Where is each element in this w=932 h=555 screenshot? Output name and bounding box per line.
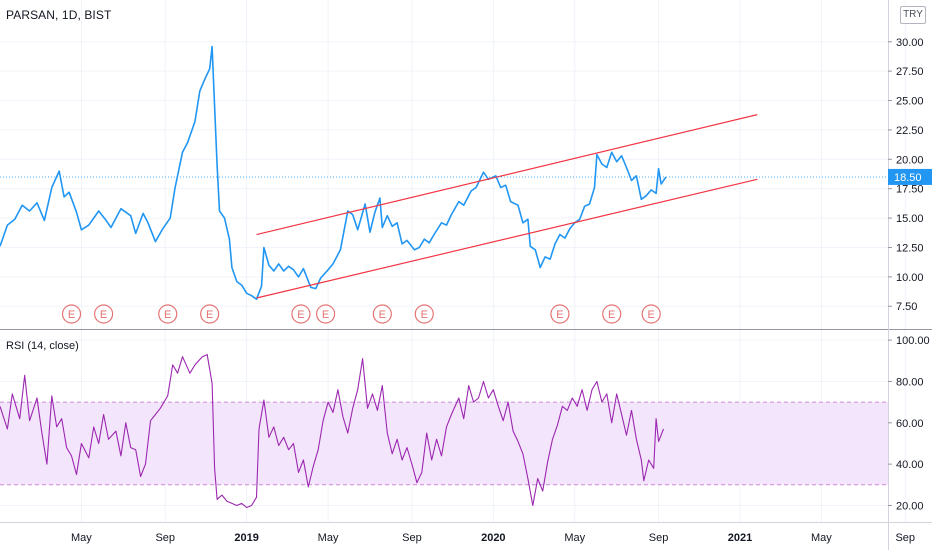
- time-axis-label[interactable]: Sep: [895, 532, 915, 544]
- price-axis-label[interactable]: 17.50: [896, 184, 924, 196]
- rsi-axis-label[interactable]: 80.00: [896, 376, 924, 388]
- time-axis-label[interactable]: Sep: [649, 532, 669, 544]
- channel-upper-line[interactable]: [256, 114, 758, 236]
- price-axis-label[interactable]: 25.00: [896, 96, 924, 108]
- earnings-marker-circle[interactable]: [602, 304, 622, 324]
- rsi-axis-label[interactable]: 60.00: [896, 418, 924, 430]
- earnings-marker-label: E: [608, 309, 615, 321]
- time-axis[interactable]: May Sep 2019 May Sep 2020 May Sep 2021 May Sep: [71, 532, 915, 544]
- earnings-marker[interactable]: E: [158, 304, 178, 324]
- rsi-indicator-title: RSI (14, close): [6, 340, 79, 352]
- earnings-marker-label: E: [100, 309, 107, 321]
- earnings-marker-label: E: [379, 309, 386, 321]
- earnings-marker-circle[interactable]: [158, 304, 178, 324]
- symbol-title: PARSAN, 1D, BIST: [6, 8, 112, 22]
- time-axis-label[interactable]: May: [564, 532, 585, 544]
- time-axis-label[interactable]: May: [811, 532, 832, 544]
- earnings-marker-circle[interactable]: [291, 304, 311, 324]
- earnings-marker[interactable]: E: [602, 304, 622, 324]
- price-series: [0, 45, 667, 301]
- earnings-marker[interactable]: E: [550, 304, 570, 324]
- rsi-axis-label[interactable]: 20.00: [896, 500, 924, 512]
- rsi-axis-label[interactable]: 40.00: [896, 459, 924, 471]
- time-axis-label[interactable]: 2020: [481, 532, 505, 544]
- time-axis-label[interactable]: May: [318, 532, 339, 544]
- price-axis-label[interactable]: 15.00: [896, 213, 924, 225]
- earnings-marker-label: E: [421, 309, 428, 321]
- earnings-marker[interactable]: E: [200, 304, 220, 324]
- price-axis-label[interactable]: 12.50: [896, 242, 924, 254]
- price-axis-label[interactable]: 27.50: [896, 66, 924, 78]
- earnings-marker-circle[interactable]: [61, 304, 82, 324]
- channel-lines[interactable]: [256, 114, 758, 299]
- rsi-line: [0, 354, 665, 509]
- rsi-axis[interactable]: 20.00 40.00 60.00 80.00 100.00: [888, 335, 930, 512]
- earnings-marker-label: E: [206, 309, 213, 321]
- earnings-marker[interactable]: E: [414, 304, 434, 324]
- earnings-marker-circle[interactable]: [641, 304, 661, 324]
- last-price-marker: 18.50: [0, 168, 932, 185]
- currency-button[interactable]: TRY: [900, 6, 926, 24]
- time-axis-label[interactable]: 2019: [234, 532, 258, 544]
- time-axis-label[interactable]: Sep: [402, 532, 422, 544]
- earnings-marker-label: E: [164, 309, 171, 321]
- channel-lower-line[interactable]: [256, 178, 758, 299]
- earnings-marker[interactable]: E: [641, 304, 661, 324]
- last-price-box: [888, 168, 932, 185]
- earnings-marker[interactable]: E: [372, 304, 392, 324]
- earnings-marker[interactable]: E: [93, 304, 114, 324]
- price-axis[interactable]: 7.50 10.00 12.50 15.00 17.50 20.00 22.50 25.00 2…: [888, 37, 924, 313]
- earnings-marker-circle[interactable]: [414, 304, 434, 324]
- earnings-marker-circle[interactable]: [93, 304, 114, 324]
- time-axis-label[interactable]: May: [71, 532, 92, 544]
- earnings-marker-label: E: [556, 309, 563, 321]
- earnings-marker-circle[interactable]: [372, 304, 392, 324]
- rsi-series: [0, 354, 665, 509]
- time-axis-label[interactable]: Sep: [155, 532, 175, 544]
- price-axis-label[interactable]: 30.00: [896, 37, 924, 49]
- earnings-marker-label: E: [297, 309, 304, 321]
- earnings-marker-circle[interactable]: [200, 304, 220, 324]
- earnings-marker-label: E: [322, 309, 329, 321]
- price-axis-label[interactable]: 22.50: [896, 125, 924, 137]
- earnings-marker-label: E: [68, 309, 75, 321]
- price-line: [0, 45, 667, 301]
- rsi-axis-label[interactable]: 100.00: [896, 335, 930, 347]
- earnings-marker-circle[interactable]: [316, 304, 336, 324]
- time-axis-label[interactable]: 2021: [728, 532, 752, 544]
- last-price-label: 18.50: [894, 172, 922, 184]
- earnings-marker[interactable]: E: [291, 304, 311, 324]
- price-axis-label[interactable]: 7.50: [896, 301, 917, 313]
- price-axis-label[interactable]: 10.00: [896, 272, 924, 284]
- price-axis-label[interactable]: 20.00: [896, 154, 924, 166]
- earnings-marker[interactable]: E: [61, 304, 82, 324]
- earnings-marker-circle[interactable]: [550, 304, 570, 324]
- earnings-marker[interactable]: E: [316, 304, 336, 324]
- earnings-marker-label: E: [648, 309, 655, 321]
